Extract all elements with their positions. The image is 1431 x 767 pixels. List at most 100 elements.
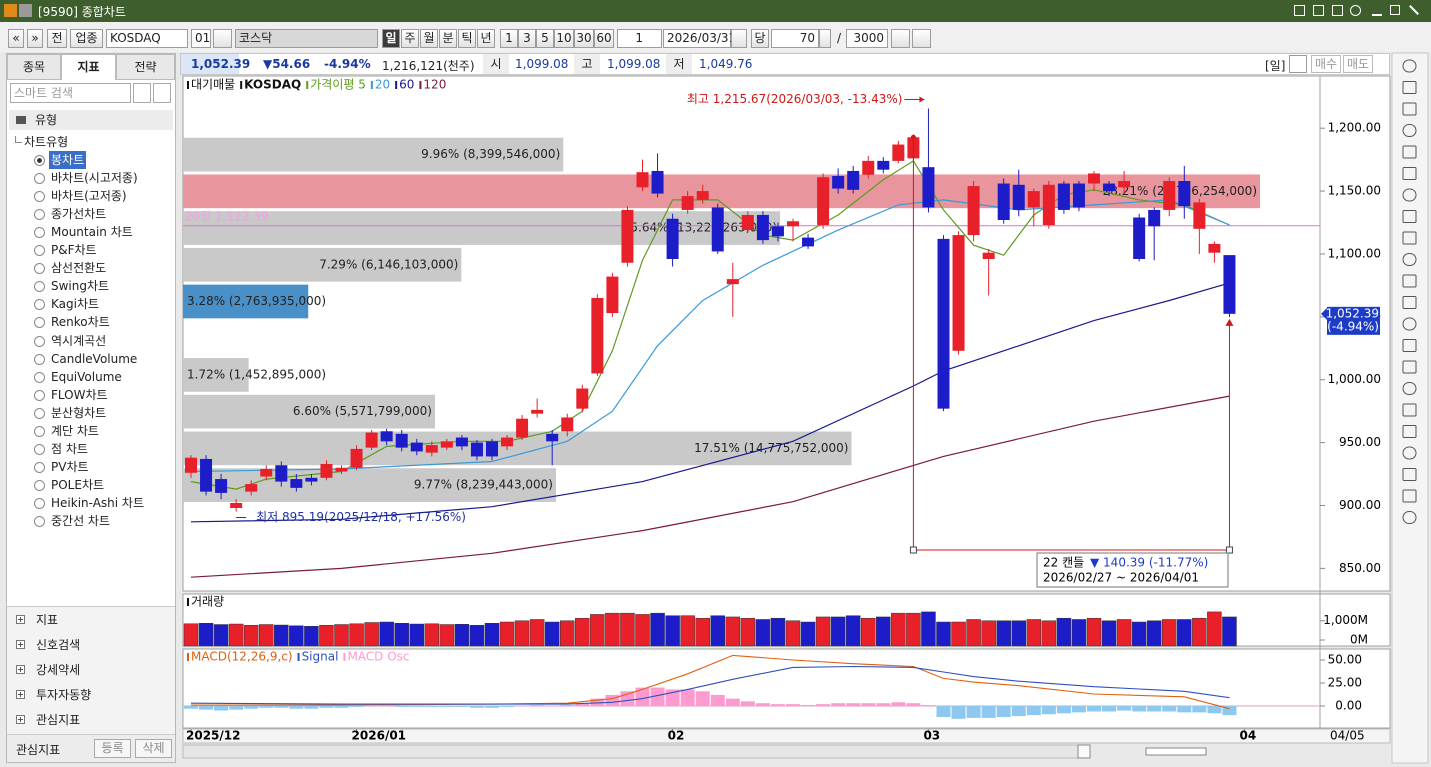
tool-icon[interactable] [1402,81,1417,94]
period-button[interactable]: 분 [439,29,457,48]
radio[interactable] [34,263,45,275]
radio[interactable] [34,191,45,203]
count-field[interactable]: 70 [771,29,819,48]
max-field[interactable]: 3000 [846,29,888,48]
chart-type[interactable]: 종가선차트 [51,207,107,222]
interval-button[interactable]: 3 [518,29,536,48]
unit-field[interactable]: 1 [617,29,662,48]
period-button[interactable]: 틱 [458,29,476,48]
interval-button[interactable]: 10 [554,29,574,48]
win-icon[interactable] [1332,5,1343,16]
tab[interactable]: 종목 [7,54,61,80]
tool-icon[interactable] [1402,317,1417,331]
zoom-slider[interactable] [1145,747,1207,756]
chart-type[interactable]: EquiVolume [51,369,122,384]
expand-icon[interactable] [16,615,25,624]
calendar-button[interactable] [731,29,747,48]
interval-button[interactable]: 30 [574,29,594,48]
tool-icon[interactable] [1402,59,1417,73]
expand-button[interactable] [153,83,171,103]
interval-button[interactable]: 60 [594,29,614,48]
period-button[interactable]: 일 [382,29,400,48]
scroll-button[interactable] [1077,744,1091,759]
chart-type[interactable]: 계단 차트 [51,423,99,438]
spinner[interactable] [819,29,831,48]
group-item[interactable]: 관심지표 [36,713,81,727]
radio[interactable] [34,353,45,365]
tree-root[interactable]: 차트유형 [24,135,69,149]
radio[interactable] [34,299,45,311]
interval-button[interactable]: 1 [500,29,518,48]
chart-type[interactable]: 중간선 차트 [51,514,111,528]
register-button[interactable]: 등록 [94,739,131,758]
search-field[interactable]: 스마트 검색 [10,83,131,103]
scrollbar[interactable] [182,744,1091,759]
expand-icon[interactable] [16,640,25,649]
tool-icon[interactable] [1402,124,1417,137]
radio[interactable] [34,227,45,239]
sector-button[interactable]: 업종 [70,29,103,48]
expand-icon[interactable] [16,715,25,724]
radio[interactable] [34,173,45,185]
radio[interactable] [34,389,45,401]
tool-icon[interactable] [1402,102,1417,116]
zoom-button[interactable] [891,29,910,48]
radio[interactable] [34,443,45,455]
win-icon[interactable] [1313,5,1324,16]
chart-type[interactable]: PV차트 [51,459,89,474]
tool-icon[interactable] [1402,145,1417,159]
sell-button[interactable]: 매도 [1343,55,1373,73]
tool-icon[interactable] [1402,231,1417,245]
tool-icon[interactable] [1402,403,1417,417]
group-item[interactable]: 신호검색 [36,638,81,652]
chart-type[interactable]: Kagi차트 [51,297,100,312]
chart-type[interactable]: Swing차트 [51,279,110,294]
tool-icon[interactable] [1402,360,1417,374]
chart-type[interactable]: 바차트(시고저종) [51,171,138,186]
group-item[interactable]: 투자자동향 [36,688,92,702]
current-button[interactable]: 당 [751,29,769,48]
tool-icon[interactable] [1402,253,1417,266]
chart-type[interactable]: 점 차트 [51,441,88,456]
tool-icon[interactable] [1402,489,1417,503]
group-item[interactable]: 강세약세 [36,663,81,677]
code-field[interactable]: 01 [191,29,211,48]
minimize[interactable] [1372,14,1382,16]
tool-icon[interactable] [1402,468,1417,481]
tool-icon[interactable] [1402,296,1417,309]
chart-type[interactable]: 바차트(고저종) [51,189,127,204]
market-select[interactable]: KOSDAQ [106,29,188,48]
tool-icon[interactable] [1402,382,1417,395]
search-button[interactable] [133,83,151,103]
settings-button[interactable] [912,29,931,48]
radio[interactable] [34,245,45,257]
nav-button[interactable]: « [8,29,24,48]
expand-icon[interactable] [16,690,25,699]
tool-icon[interactable] [1402,167,1417,180]
chart-type[interactable]: 분산형차트 [51,405,107,420]
period-button[interactable]: 년 [477,29,495,48]
prev-button[interactable]: 전 [47,29,67,48]
chart-type[interactable]: POLE차트 [51,477,105,492]
group-item[interactable]: 지표 [36,613,59,627]
tool-icon[interactable] [1402,274,1417,288]
tool-icon[interactable] [1402,446,1417,460]
buy-button[interactable]: 매수 [1311,55,1341,73]
interval-button[interactable]: 5 [536,29,554,48]
chart-type[interactable]: Mountain 차트 [51,225,133,240]
radio[interactable] [34,335,45,347]
help-icon[interactable] [19,4,32,17]
radio[interactable] [34,516,45,527]
expand-icon[interactable] [16,665,25,674]
chart-type[interactable]: 삼선전환도 [51,261,107,276]
tool-icon[interactable] [1402,511,1417,524]
radio[interactable] [34,461,45,473]
date-field[interactable]: 2026/03/31 [663,29,736,48]
chart-type[interactable]: 봉차트 [49,151,87,169]
radio[interactable] [34,371,45,383]
section-header[interactable]: 유형 [9,110,173,130]
radio[interactable] [34,407,45,419]
period-button[interactable]: 주 [401,29,419,48]
maximize[interactable] [1390,5,1400,15]
radio[interactable] [34,155,45,166]
